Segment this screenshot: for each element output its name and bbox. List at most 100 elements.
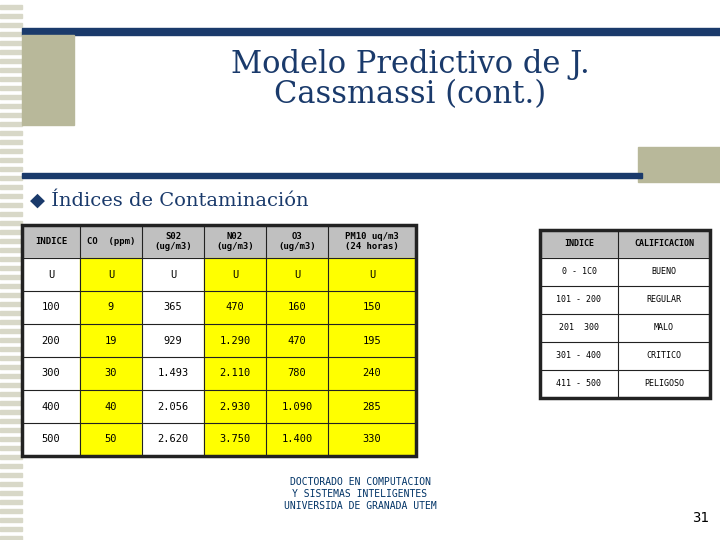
Bar (0, 536, 22, 540)
Bar (0, 527, 22, 531)
Bar (0, 41, 22, 45)
Bar (204, 423, 266, 456)
Bar (142, 324, 204, 357)
Bar (540, 314, 618, 342)
Bar (0, 509, 22, 513)
Bar (540, 258, 618, 286)
Text: CO  (ppm): CO (ppm) (87, 237, 135, 246)
Bar (80, 390, 142, 423)
Text: U: U (48, 269, 54, 280)
Bar (204, 291, 266, 324)
Bar (0, 455, 22, 459)
Bar (0, 329, 22, 333)
Text: 19: 19 (104, 335, 117, 346)
Bar (142, 357, 204, 390)
Bar (0, 311, 22, 315)
Text: S02: S02 (165, 232, 181, 241)
Bar (22, 173, 642, 178)
Bar (0, 446, 22, 450)
Text: CALIFICACION: CALIFICACION (634, 240, 694, 248)
Bar (142, 423, 204, 456)
Text: 240: 240 (363, 368, 382, 379)
Text: 470: 470 (287, 335, 307, 346)
Bar (0, 194, 22, 198)
Text: 330: 330 (363, 435, 382, 444)
Bar (0, 122, 22, 126)
Text: 300: 300 (42, 368, 60, 379)
Bar (0, 104, 22, 108)
Text: CRITICO: CRITICO (647, 352, 682, 361)
Bar (80, 291, 142, 324)
Text: 500: 500 (42, 435, 60, 444)
Bar (0, 140, 22, 144)
Bar (540, 230, 710, 258)
Bar (0, 482, 22, 486)
Bar (0, 59, 22, 63)
Text: INDICE: INDICE (564, 240, 594, 248)
Bar (204, 324, 266, 357)
Text: 780: 780 (287, 368, 307, 379)
Text: Cassmassi (cont.): Cassmassi (cont.) (274, 79, 546, 111)
Bar (204, 357, 266, 390)
Bar (0, 14, 22, 18)
Text: (ug/m3): (ug/m3) (216, 242, 254, 251)
Text: U: U (232, 269, 238, 280)
Bar (80, 423, 142, 456)
Bar (328, 258, 416, 291)
Text: 285: 285 (363, 402, 382, 411)
Bar (22, 225, 416, 456)
Text: (ug/m3): (ug/m3) (278, 242, 316, 251)
Bar (80, 258, 142, 291)
Bar (142, 390, 204, 423)
Bar (0, 212, 22, 216)
Bar (618, 370, 710, 398)
Bar (0, 203, 22, 207)
Bar (540, 342, 618, 370)
Bar (204, 258, 266, 291)
Text: 1.400: 1.400 (282, 435, 312, 444)
Bar (22, 28, 720, 35)
Bar (0, 491, 22, 495)
Text: 301 - 400: 301 - 400 (557, 352, 601, 361)
Bar (0, 365, 22, 369)
Bar (0, 113, 22, 117)
Bar (22, 357, 80, 390)
Bar (0, 95, 22, 99)
Bar (0, 23, 22, 27)
Text: 2.620: 2.620 (158, 435, 189, 444)
Bar (0, 338, 22, 342)
Bar (0, 131, 22, 135)
Text: 40: 40 (104, 402, 117, 411)
Text: ◆ Índices de Contaminación: ◆ Índices de Contaminación (30, 190, 309, 210)
Bar (266, 357, 328, 390)
Bar (0, 68, 22, 72)
Text: PM10 uq/m3: PM10 uq/m3 (345, 232, 399, 241)
Bar (0, 500, 22, 504)
Bar (0, 167, 22, 171)
Bar (540, 230, 710, 398)
Bar (540, 370, 618, 398)
Bar (22, 324, 80, 357)
Text: 9: 9 (108, 302, 114, 313)
Text: 200: 200 (42, 335, 60, 346)
Bar (266, 324, 328, 357)
Text: PELIGOSO: PELIGOSO (644, 380, 684, 388)
Text: 365: 365 (163, 302, 182, 313)
Text: 160: 160 (287, 302, 307, 313)
Text: REGULAR: REGULAR (647, 295, 682, 305)
Bar (0, 50, 22, 54)
Text: U: U (294, 269, 300, 280)
Bar (0, 464, 22, 468)
Bar (22, 225, 416, 456)
Text: O3: O3 (292, 232, 302, 241)
Bar (0, 302, 22, 306)
Text: 400: 400 (42, 402, 60, 411)
Text: U: U (108, 269, 114, 280)
Bar (22, 291, 80, 324)
Text: 0 - 1C0: 0 - 1C0 (562, 267, 596, 276)
Bar (0, 473, 22, 477)
Text: 1.493: 1.493 (158, 368, 189, 379)
Bar (0, 320, 22, 324)
Bar (0, 5, 22, 9)
Bar (638, 147, 720, 182)
